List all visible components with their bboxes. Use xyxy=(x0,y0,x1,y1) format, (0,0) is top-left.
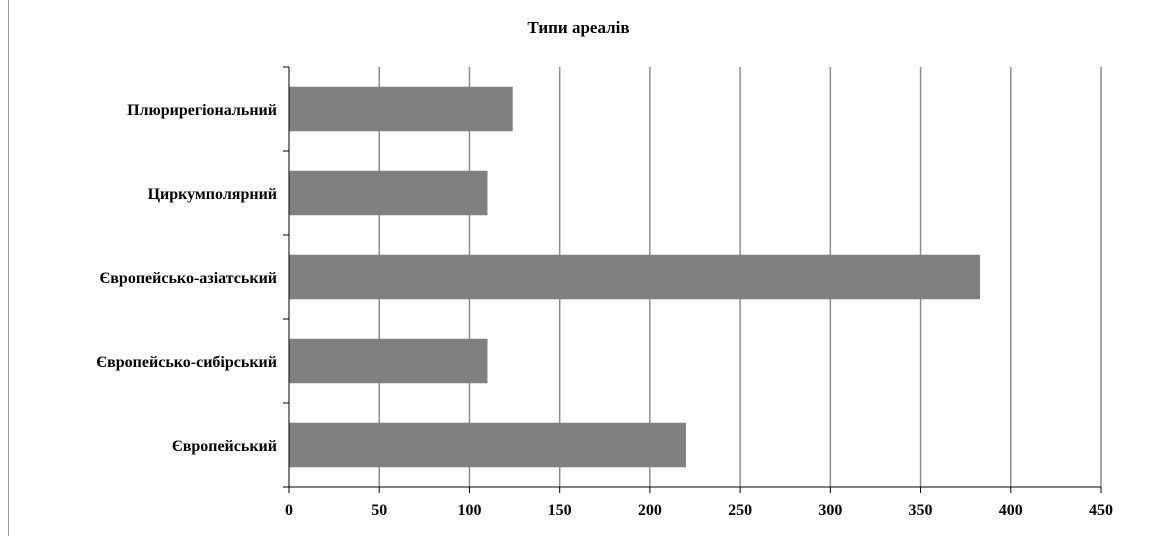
x-tick-label-0: 0 xyxy=(285,502,293,519)
category-label-2: Циркумполярний xyxy=(148,186,277,203)
x-tick-label-150: 150 xyxy=(548,502,572,519)
x-tick-label-250: 250 xyxy=(728,502,752,519)
x-tick-label-450: 450 xyxy=(1089,502,1113,519)
category-label-4: Європейсько-сибірський xyxy=(96,354,277,371)
x-tick-label-400: 400 xyxy=(999,502,1023,519)
bar-5 xyxy=(289,422,686,468)
bar-3 xyxy=(289,254,981,300)
bar-1 xyxy=(289,86,513,132)
x-tick-label-100: 100 xyxy=(457,502,481,519)
category-label-1: Плюрирегіональний xyxy=(127,102,277,119)
x-tick-label-200: 200 xyxy=(638,502,662,519)
left-frame-line xyxy=(8,0,9,536)
x-tick-label-50: 50 xyxy=(371,502,387,519)
category-label-5: Європейський xyxy=(172,438,277,455)
x-tick-label-300: 300 xyxy=(818,502,842,519)
axes xyxy=(283,66,1102,493)
category-label-3: Європейсько-азіатський xyxy=(99,270,277,287)
bar-2 xyxy=(289,170,488,216)
bars xyxy=(289,86,981,468)
chart-title: Типи ареалів xyxy=(527,18,630,37)
tick-labels: 0 50 100 150 200 250 300 350 400 450 xyxy=(285,502,1113,519)
bar-4 xyxy=(289,338,488,384)
category-labels: Плюрирегіональний Циркумполярний Європейсь… xyxy=(96,102,277,455)
x-tick-label-350: 350 xyxy=(909,502,933,519)
